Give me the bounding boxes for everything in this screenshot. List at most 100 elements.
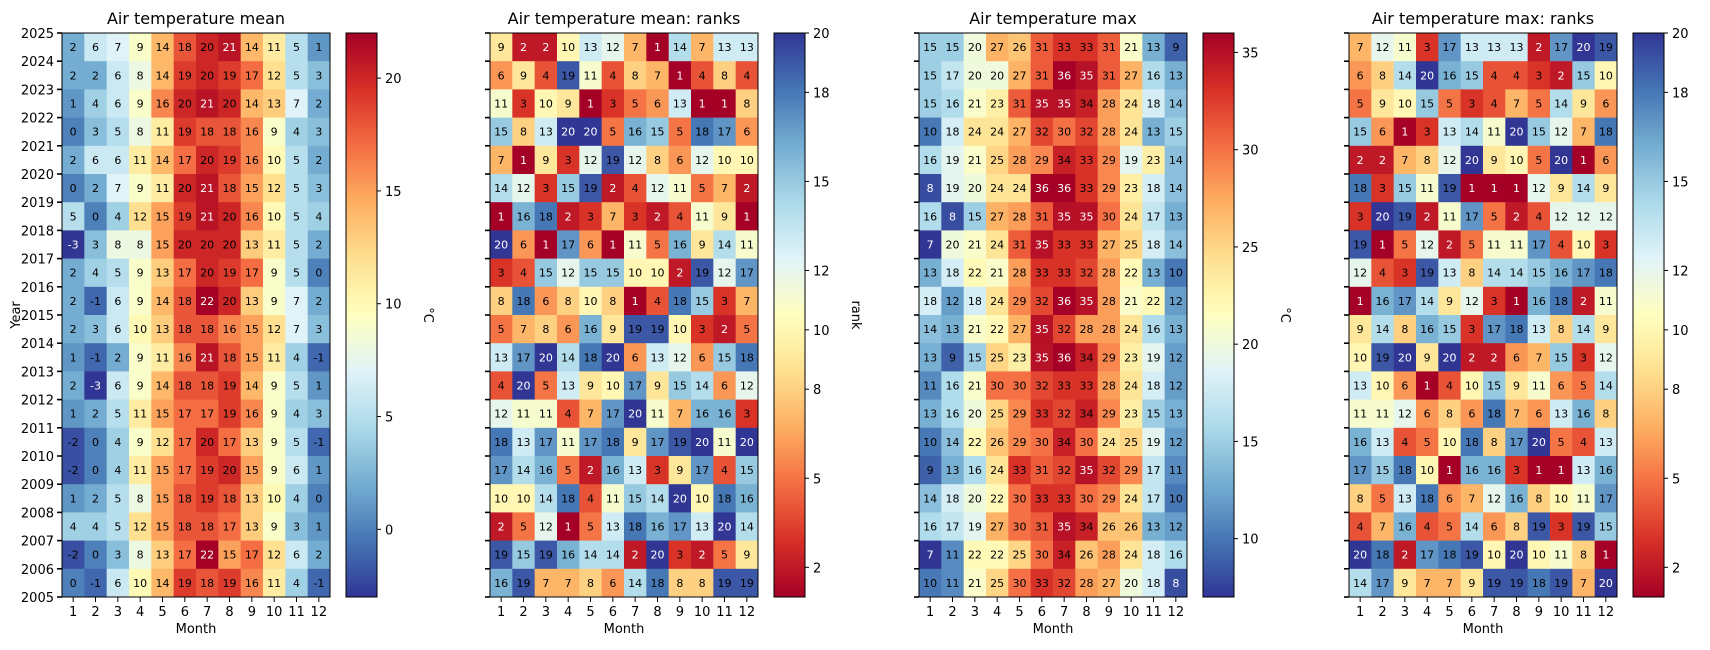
cell-value-label: 15 [245, 464, 259, 477]
cell-value-label: 8 [1535, 492, 1542, 505]
cell-value-label: 32 [1035, 126, 1049, 139]
cell-value-label: 1 [1491, 182, 1498, 195]
heatmap-cell [62, 484, 85, 513]
heatmap-cell [129, 202, 152, 231]
heatmap-cell [1075, 343, 1099, 372]
heatmap-cell [106, 61, 130, 90]
cell-value-label: 17 [1353, 464, 1367, 477]
heatmap-cell [668, 456, 692, 485]
heatmap-cell [196, 89, 219, 118]
heatmap-cell [62, 399, 85, 429]
cell-value-label: 0 [70, 126, 77, 139]
heatmap-cell [263, 568, 286, 598]
cell-value-label: 19 [1147, 351, 1161, 364]
cell-value-label: 16 [223, 323, 237, 336]
cell-value-label: 3 [92, 323, 99, 336]
heatmap-cell [307, 145, 331, 175]
cell-value-label: 4 [632, 182, 639, 195]
cell-value-label: 11 [923, 380, 937, 393]
heatmap-cell [151, 174, 175, 203]
x-tick-label: 5 [1015, 605, 1023, 620]
cell-value-label: 19 [695, 267, 709, 280]
heatmap-cell [84, 540, 108, 570]
cell-value-label: 21 [968, 577, 982, 590]
cell-value-label: 3 [114, 549, 121, 562]
cell-value-label: 12 [267, 182, 281, 195]
cell-value-label: 20 [200, 69, 214, 82]
cell-value-label: 14 [156, 69, 170, 82]
heatmap-cell [713, 174, 737, 203]
cell-value-label: -3 [90, 380, 101, 393]
cell-value-label: 18 [200, 521, 214, 534]
cell-value-label: 4 [520, 267, 527, 280]
cell-value-label: 12 [561, 267, 575, 280]
heatmap-cell [1008, 343, 1032, 372]
heatmap-cell [579, 427, 603, 457]
heatmap-cell [963, 427, 987, 457]
cell-value-label: 7 [542, 577, 549, 590]
heatmap-cell [646, 61, 670, 90]
cell-value-label: 2 [1424, 210, 1431, 223]
cell-value-label: 3 [565, 154, 572, 167]
cell-value-label: 11 [156, 182, 170, 195]
heatmap-cell [691, 343, 714, 372]
colorbar-tick-label: 10 [813, 324, 830, 339]
cell-value-label: 11 [517, 408, 531, 421]
heatmap-cell [151, 540, 175, 570]
heatmap-cell [1030, 456, 1054, 485]
cell-value-label: 2 [70, 380, 77, 393]
cell-value-label: 8 [137, 69, 144, 82]
heatmap-cell [151, 258, 175, 288]
cell-value-label: 33 [1080, 380, 1094, 393]
heatmap-cell [668, 230, 692, 259]
heatmap-cell [1164, 33, 1188, 62]
cell-value-label: 20 [200, 41, 214, 54]
cell-value-label: 28 [1080, 577, 1094, 590]
cell-value-label: 12 [1599, 210, 1613, 223]
heatmap-cell [218, 456, 242, 485]
heatmap-cell [218, 145, 242, 175]
cell-value-label: 22 [968, 549, 982, 562]
cell-value-label: 15 [923, 98, 937, 111]
cell-value-label: 3 [1535, 69, 1542, 82]
heatmap-cell [691, 89, 714, 118]
chart-title: Air temperature mean: ranks [508, 9, 741, 28]
cell-value-label: 1 [315, 380, 322, 393]
heatmap-cell [941, 427, 965, 457]
cell-value-label: 1 [1379, 239, 1386, 252]
cell-value-label: 3 [1558, 521, 1565, 534]
heatmap-cell [735, 315, 759, 344]
heatmap-cell [668, 286, 692, 316]
cell-value-label: 27 [990, 210, 1004, 223]
heatmap-cell [240, 117, 264, 147]
heatmap-cell [1097, 540, 1121, 570]
cell-value-label: 6 [293, 464, 300, 477]
colorbar-label: rank [848, 300, 863, 330]
heatmap-cell [1142, 399, 1166, 429]
cell-value-label: 3 [1357, 210, 1364, 223]
heatmap-cell [1594, 89, 1618, 118]
heatmap-cell [1030, 145, 1054, 175]
cell-value-label: 17 [245, 549, 259, 562]
cell-value-label: 5 [70, 210, 77, 223]
heatmap-cell [1008, 89, 1032, 118]
heatmap-cell [1572, 61, 1596, 90]
heatmap-cell [963, 371, 987, 400]
cell-value-label: 6 [654, 98, 661, 111]
cell-value-label: 10 [133, 577, 147, 590]
heatmap-cell [986, 512, 1009, 541]
cell-value-label: 4 [293, 351, 300, 364]
heatmap-cell [84, 427, 108, 457]
cell-value-label: 6 [1446, 492, 1453, 505]
cell-value-label: 7 [1357, 41, 1364, 54]
cell-value-label: 18 [1443, 549, 1457, 562]
x-tick-label: 10 [694, 605, 711, 620]
cell-value-label: 11 [628, 239, 642, 252]
cell-value-label: 19 [1353, 239, 1367, 252]
cell-value-label: 15 [245, 182, 259, 195]
heatmap-cell [919, 399, 942, 429]
cell-value-label: 3 [1491, 295, 1498, 308]
heatmap-cell [557, 258, 580, 288]
heatmap-cell [173, 286, 197, 316]
cell-value-label: 7 [498, 154, 505, 167]
